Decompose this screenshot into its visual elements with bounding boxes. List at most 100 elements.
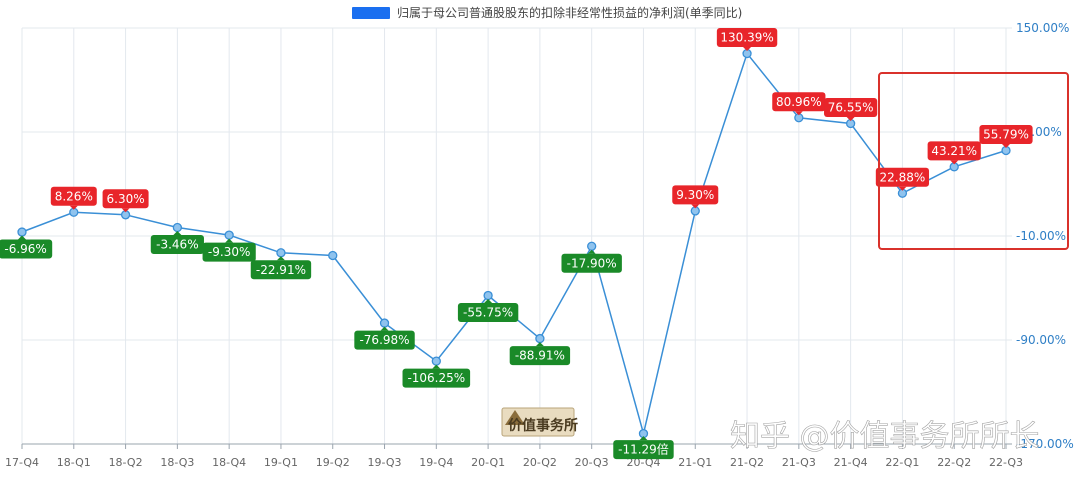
- data-label-pointer: [794, 111, 803, 116]
- data-point: [587, 241, 597, 251]
- x-tick-label: 21-Q4: [834, 456, 868, 469]
- x-axis: 17-Q4 18-Q1 18-Q2 18-Q3 18-Q4 19-Q1 19-Q2 19-Q3…: [5, 443, 1023, 469]
- data-label-text: -106.25%: [407, 371, 465, 385]
- data-label-text: -3.46%: [156, 237, 198, 251]
- x-tick-label: 17-Q4: [5, 456, 39, 469]
- x-tick-label: 20-Q1: [471, 456, 505, 469]
- data-point: [276, 248, 286, 258]
- data-point: [172, 222, 183, 233]
- data-label: 43.21%: [927, 141, 981, 165]
- data-label-text: 80.96%: [776, 95, 822, 109]
- data-label-pointer: [276, 256, 285, 261]
- data-labels: -6.96% 8.26% 6.30% -3.46% -9.30% -22.91% -76.9…: [0, 27, 1033, 460]
- logo-text: 价值事务所: [508, 417, 578, 434]
- highlight-box: [878, 72, 1069, 250]
- x-tick-label: 19-Q3: [368, 456, 402, 469]
- data-label-box: [772, 92, 826, 112]
- data-point: [483, 290, 493, 301]
- data-label-box: [150, 234, 204, 254]
- data-label-pointer: [846, 116, 855, 121]
- x-tick-label: 18-Q3: [160, 456, 194, 469]
- data-label: 55.79%: [979, 124, 1033, 148]
- data-label: 80.96%: [772, 92, 826, 116]
- data-label: 8.26%: [50, 186, 97, 210]
- data-label: -9.30%: [202, 238, 256, 262]
- data-label-box: [716, 27, 778, 47]
- data-label-text: 6.30%: [107, 192, 145, 206]
- data-label-pointer: [587, 249, 596, 254]
- data-label: 22.88%: [875, 167, 930, 191]
- data-label-pointer: [743, 46, 752, 51]
- data-label-box: [102, 189, 149, 209]
- y-tick-label: -90.00%: [1016, 333, 1066, 347]
- watermark: 知乎 @价值事务所所长: [730, 419, 1040, 454]
- y-axis: 150.00%70.00%-10.00%-90.00%-170.00%: [1016, 21, 1074, 451]
- x-tick-label: 20-Q2: [523, 456, 557, 469]
- data-label-pointer: [950, 160, 959, 165]
- data-label-text: -9.30%: [208, 245, 250, 259]
- data-label-pointer: [639, 436, 648, 441]
- data-label-pointer: [484, 298, 493, 303]
- y-tick-label: -170.00%: [1016, 437, 1074, 451]
- logo: 价值事务所: [501, 407, 578, 437]
- data-label: -3.46%: [150, 230, 204, 254]
- data-label-text: 76.55%: [828, 100, 874, 114]
- data-label: 6.30%: [102, 189, 149, 213]
- data-label-text: -76.98%: [359, 333, 409, 347]
- data-label-box: [250, 260, 312, 280]
- data-label-text: -88.91%: [515, 349, 565, 363]
- legend: 归属于母公司普通股股东的扣除非经常性损益的净利润(单季同比): [352, 5, 742, 20]
- data-label-text: 55.79%: [983, 127, 1029, 141]
- data-label-pointer: [1002, 143, 1010, 148]
- x-tick-label: 19-Q1: [264, 456, 298, 469]
- data-label-pointer: [18, 235, 26, 240]
- data-point: [17, 227, 27, 237]
- data-label-text: -22.91%: [256, 263, 306, 277]
- data-label-box: [927, 141, 981, 161]
- x-tick-label: 18-Q2: [109, 456, 143, 469]
- data-label-pointer: [121, 208, 130, 213]
- data-point: [224, 230, 234, 240]
- x-tick-label: 19-Q2: [316, 456, 350, 469]
- data-label-text: -11.29倍: [618, 442, 669, 457]
- legend-swatch: [352, 7, 390, 19]
- data-label-pointer: [432, 364, 441, 369]
- data-label: -17.90%: [561, 249, 622, 273]
- x-tick-label: 22-Q3: [989, 456, 1023, 469]
- x-tick-label: 19-Q4: [419, 456, 453, 469]
- data-label: -106.25%: [402, 364, 471, 388]
- data-label-box: [613, 440, 674, 460]
- data-label: 130.39%: [716, 27, 778, 51]
- data-label-pointer: [225, 238, 234, 243]
- data-label: -88.91%: [509, 342, 571, 366]
- data-label-box: [50, 186, 97, 206]
- x-tick-label: 18-Q4: [212, 456, 246, 469]
- data-label: -22.91%: [250, 256, 312, 280]
- x-tick-label: 22-Q1: [885, 456, 919, 469]
- data-label-text: -6.96%: [4, 242, 46, 256]
- data-label-text: 130.39%: [720, 30, 773, 44]
- data-label-box: [402, 368, 471, 388]
- data-label-text: -17.90%: [567, 256, 617, 270]
- data-point: [535, 333, 545, 344]
- data-point: [379, 318, 390, 328]
- data-label-box: [979, 124, 1033, 144]
- data-label-pointer: [691, 204, 700, 209]
- x-tick-label: 21-Q1: [678, 456, 712, 469]
- x-tick-label: 20-Q3: [575, 456, 609, 469]
- data-label-text: 43.21%: [931, 144, 977, 158]
- data-label: -55.75%: [457, 298, 519, 322]
- data-label-box: [509, 346, 571, 366]
- data-label: -76.98%: [354, 326, 415, 350]
- y-tick-label: 150.00%: [1016, 21, 1069, 35]
- data-label-box: [824, 97, 878, 117]
- data-label: -6.96%: [0, 235, 53, 259]
- data-label-text: 8.26%: [55, 189, 93, 203]
- data-label: 76.55%: [824, 97, 878, 121]
- x-tick-label: 18-Q1: [57, 456, 91, 469]
- x-tick-label: 21-Q2: [730, 456, 764, 469]
- data-label: 9.30%: [672, 185, 719, 209]
- data-label-box: [354, 330, 415, 350]
- data-label-box: [0, 239, 53, 259]
